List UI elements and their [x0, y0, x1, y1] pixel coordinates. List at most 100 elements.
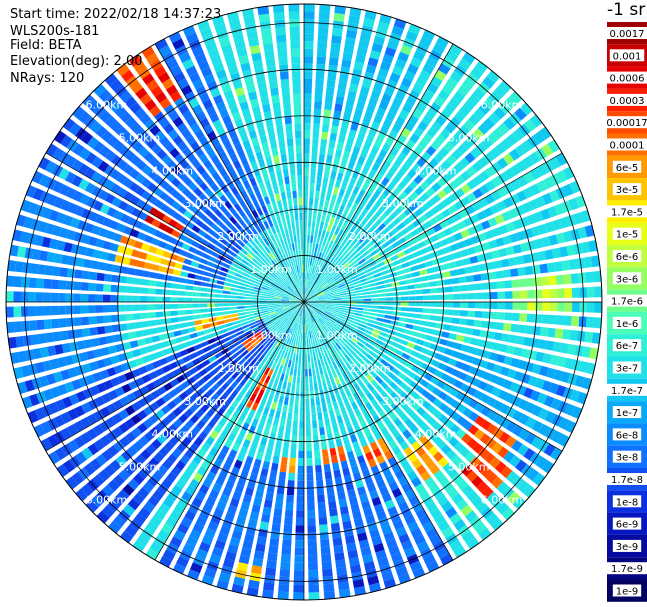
radar-cell [276, 339, 282, 348]
radar-cell [287, 412, 293, 421]
radar-cell [180, 380, 190, 390]
radar-cell [330, 285, 338, 290]
radar-cell [331, 312, 339, 317]
radar-cell [86, 197, 97, 209]
radar-cell [529, 114, 543, 128]
radar-cell [396, 222, 406, 231]
radar-cell [433, 451, 444, 462]
radar-cell [277, 177, 284, 186]
radar-cell [425, 198, 436, 209]
radar-cell [125, 313, 134, 321]
radar-cell [356, 255, 364, 262]
radar-cell [408, 296, 416, 301]
radar-cell [348, 359, 356, 368]
radar-cell [253, 386, 260, 395]
radar-cell [231, 317, 240, 322]
radar-cell [66, 317, 75, 327]
radar-cell [426, 244, 436, 252]
radar-cell [237, 94, 247, 104]
radar-cell [321, 283, 328, 289]
radar-cell [216, 320, 225, 326]
radar-cell [304, 153, 310, 161]
radar-cell [313, 123, 320, 132]
radar-cell [476, 501, 489, 514]
radar-cell [239, 387, 248, 396]
radar-cell [320, 282, 327, 288]
radar-cell [201, 414, 211, 424]
radar-cell [152, 256, 162, 264]
radar-cell [95, 283, 104, 292]
radar-cell [305, 287, 309, 295]
radar-cell [311, 360, 315, 369]
radar-cell [177, 310, 186, 316]
radar-cell [461, 531, 475, 544]
radar-cell [291, 435, 297, 444]
radar-cell [378, 213, 387, 222]
radar-cell [218, 368, 227, 377]
radar-cell [417, 139, 429, 150]
radar-cell [325, 425, 332, 435]
radar-cell [297, 272, 301, 281]
radar-cell [361, 117, 371, 128]
radar-cell [289, 303, 297, 306]
radar-cell [325, 275, 332, 282]
radar-cell [281, 303, 290, 306]
radar-cell [209, 489, 220, 500]
radar-cell [422, 314, 430, 320]
radar-cell [293, 197, 298, 206]
radar-cell [110, 355, 120, 365]
radar-cell [409, 191, 419, 201]
radar-cell [355, 232, 363, 241]
radar-cell [415, 289, 423, 295]
radar-cell [405, 361, 414, 370]
radar-cell [426, 501, 438, 513]
radar-cell [244, 305, 253, 309]
radar-cell [178, 284, 186, 290]
radar-cell [334, 408, 341, 417]
radar-cell [184, 91, 196, 102]
radar-cell [413, 50, 426, 62]
radar-cell [289, 303, 297, 306]
radar-cell [298, 309, 302, 317]
radar-cell [493, 413, 504, 425]
radar-cell [247, 518, 258, 528]
radar-cell [266, 65, 277, 74]
radar-cell [91, 186, 103, 198]
radar-cell [462, 407, 473, 418]
radar-cell [429, 534, 442, 546]
radar-cell [393, 417, 403, 428]
radar-cell [298, 280, 301, 288]
radar-cell [278, 286, 286, 291]
radar-cell [304, 279, 306, 288]
radar-cell [490, 517, 504, 531]
radar-cell [24, 379, 35, 392]
radar-cell [285, 502, 294, 511]
radar-cell [572, 302, 580, 313]
radar-cell [93, 424, 105, 436]
radar-cell [349, 7, 362, 17]
radar-cell [542, 192, 553, 205]
radar-cell [95, 238, 105, 248]
radar-cell [394, 407, 404, 417]
radar-cell [286, 287, 293, 293]
radar-cell [304, 302, 310, 308]
radar-cell [366, 392, 375, 401]
radar-cell [93, 439, 106, 451]
radar-cell [425, 175, 435, 186]
radar-cell [444, 316, 453, 323]
radar-cell [193, 343, 202, 351]
radar-cell [211, 347, 221, 355]
radar-cell [81, 447, 93, 460]
radar-cell [430, 295, 439, 300]
radar-cell [339, 73, 349, 83]
range-label: 4.00km [415, 428, 457, 441]
radar-cell [329, 363, 335, 372]
radar-cell [92, 474, 105, 487]
radar-cell [43, 306, 51, 316]
radar-cell [378, 149, 388, 159]
radar-cell [237, 251, 246, 259]
radar-cell [401, 262, 410, 269]
radar-cell [438, 402, 449, 413]
range-label: 1.00km [316, 329, 358, 342]
radar-cell [544, 411, 556, 424]
